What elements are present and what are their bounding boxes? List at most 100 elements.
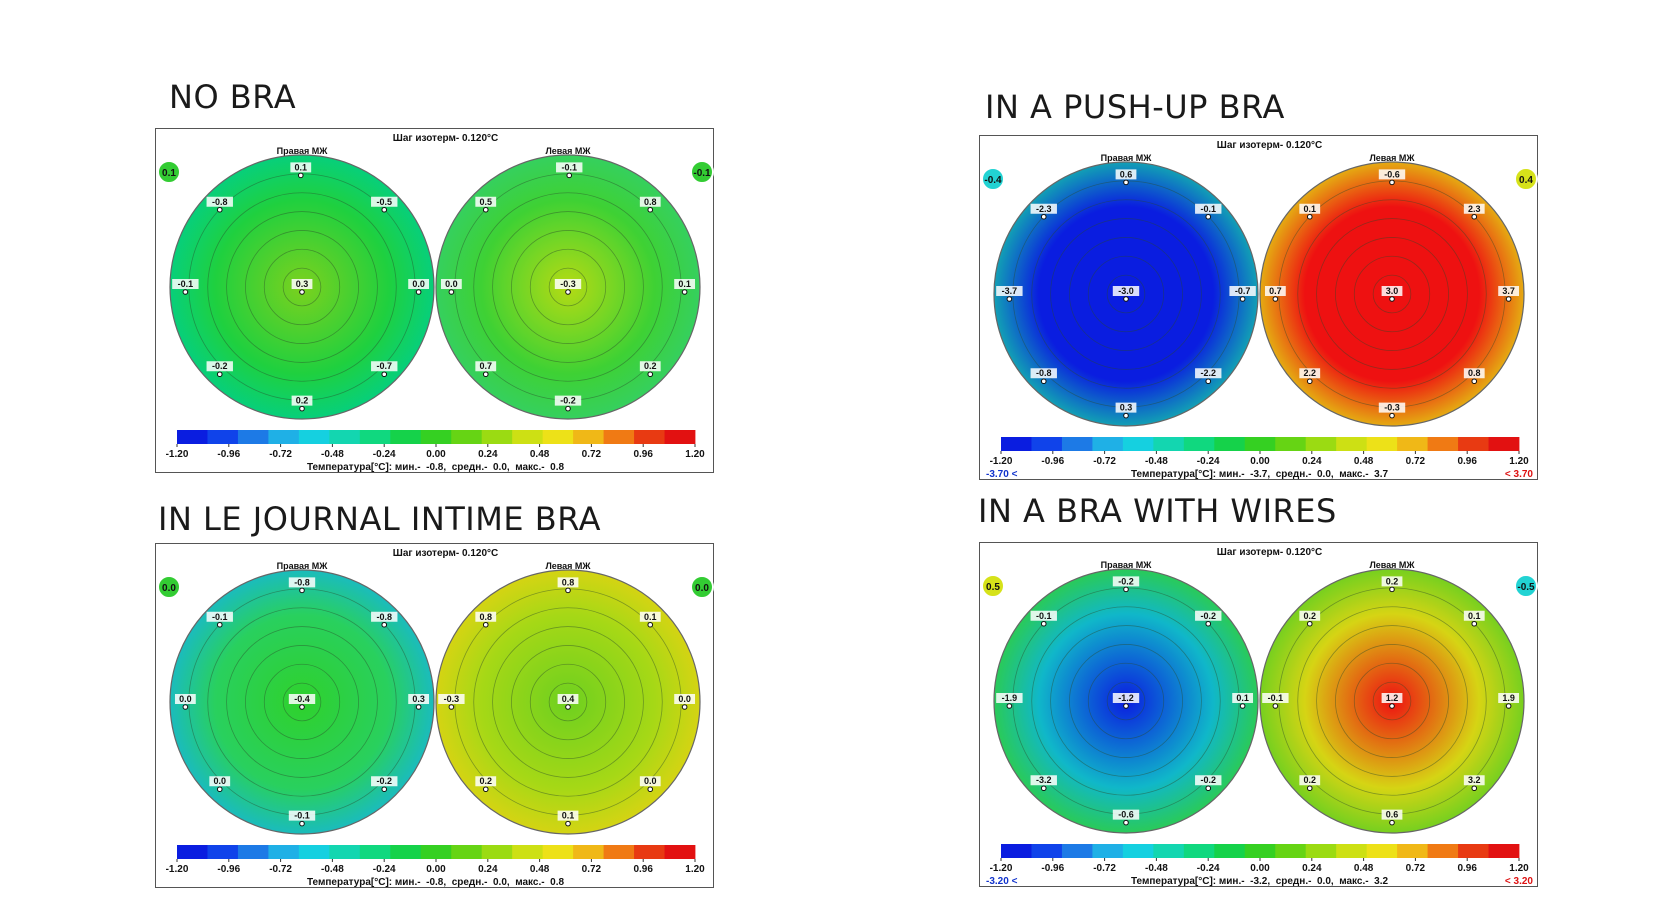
- measurement-value: -0.7: [376, 361, 392, 371]
- value-label-bg: [996, 693, 1023, 703]
- thermogram-panel-bra-with-wires: Шаг изотерм- 0.120°C Правая МЖ Левая МЖ -0.…: [979, 542, 1538, 887]
- value-label-bg: [1030, 203, 1057, 214]
- measurement-point: [681, 289, 688, 295]
- measurement-point: [1389, 412, 1395, 419]
- measurement-point: [1239, 296, 1246, 302]
- measurement-point: [1306, 213, 1313, 220]
- measurement-value: 0.2: [644, 361, 657, 371]
- heading-le-journal-intime-bra: IN LE JOURNAL INTIME BRA: [158, 500, 602, 538]
- measurement-point: [1006, 703, 1013, 709]
- value-label-bg: [1378, 169, 1406, 180]
- measurement-value: 0.1: [1468, 611, 1481, 621]
- measurement-value: -0.1: [212, 612, 228, 622]
- measurement-point: [1123, 703, 1129, 709]
- colorbar-segment: [177, 845, 208, 859]
- measurement-point: [565, 405, 571, 412]
- value-label-bg: [639, 196, 661, 207]
- value-label-bg: [1299, 610, 1321, 621]
- value-label-bg: [172, 279, 199, 289]
- value-label-bg: [1299, 775, 1321, 786]
- value-label-bg: [290, 162, 312, 173]
- measurement-value: -0.2: [376, 776, 392, 786]
- colorbar-segment: [542, 430, 574, 444]
- colorbar-segment: [1183, 437, 1215, 451]
- measurement-value: 0.7: [479, 361, 492, 371]
- value-label-bg: [1463, 610, 1485, 621]
- isotherm-contour: [529, 248, 607, 326]
- isotherm-contour: [529, 663, 607, 741]
- side-delta-value: 0.0: [162, 583, 176, 594]
- measurement-point: [482, 621, 489, 628]
- breast-outline: [993, 568, 1259, 834]
- value-label-bg: [206, 611, 233, 622]
- side-delta-value: 0.5: [986, 582, 1000, 593]
- value-label-bg: [475, 611, 497, 622]
- measurement-value: -0.2: [212, 361, 228, 371]
- measurement-value: 0.8: [562, 577, 575, 587]
- measurement-point: [1471, 785, 1478, 792]
- isotherm-contour: [1031, 606, 1221, 796]
- value-label-bg: [639, 611, 661, 622]
- measurement-point: [1389, 819, 1395, 826]
- isotherm-contour: [207, 607, 397, 797]
- measurement-value: -0.8: [212, 197, 228, 207]
- measurement-point: [1471, 378, 1478, 385]
- thermogram-chart: Шаг изотерм- 0.120°C Правая МЖ Левая МЖ -0.…: [157, 548, 714, 888]
- measurement-value: -0.2: [560, 396, 576, 406]
- breast-outline: [993, 161, 1259, 427]
- colorbar-tick-label: -0.48: [321, 449, 344, 460]
- range-low-label: -3.70 <: [986, 469, 1018, 480]
- value-label-bg: [1463, 775, 1485, 786]
- value-label-bg: [408, 279, 430, 289]
- isotherm-contour: [1372, 681, 1412, 721]
- isotherm-contour: [473, 607, 663, 797]
- left-breast-label: Левая МЖ: [545, 146, 591, 156]
- value-label-bg: [1381, 809, 1403, 820]
- measurement-point: [299, 587, 305, 594]
- value-label-bg: [371, 776, 398, 787]
- measurement-point: [1123, 586, 1129, 593]
- value-label-bg: [557, 694, 579, 704]
- breast-outline: [169, 154, 435, 420]
- temperature-summary: Температура[°C]: мин.- -3.7, средн.- 0.0…: [1131, 469, 1389, 480]
- measurement-point: [381, 621, 388, 628]
- isotherm-contour: [473, 192, 663, 382]
- value-label-bg: [1381, 286, 1403, 296]
- colorbar-segment: [1153, 437, 1185, 451]
- value-label-bg: [475, 196, 497, 207]
- colorbar-segment: [481, 845, 513, 859]
- colorbar-segment: [1061, 844, 1093, 858]
- measurement-point: [1389, 586, 1395, 593]
- colorbar-tick-label: -0.96: [1041, 863, 1064, 874]
- isotherm-contour: [282, 267, 322, 307]
- measurement-value: 0.3: [296, 279, 309, 289]
- colorbar-segment: [1336, 844, 1368, 858]
- isotherm-contour: [492, 211, 644, 363]
- value-label-bg: [1030, 368, 1057, 379]
- measurement-point: [299, 405, 305, 412]
- value-label-bg: [554, 395, 582, 406]
- isotherm-contour: [548, 682, 588, 722]
- measurement-point: [565, 289, 571, 295]
- measurement-point: [216, 371, 223, 378]
- colorbar-segment: [1061, 437, 1093, 451]
- colorbar-tick-label: 0.00: [426, 864, 446, 875]
- isotherm-contour: [1087, 255, 1165, 333]
- colorbar-tick-label: 1.20: [685, 449, 705, 460]
- measurement-value: 0.6: [1120, 169, 1133, 179]
- measurement-point: [1123, 179, 1129, 186]
- value-label-bg: [1498, 693, 1520, 703]
- value-label-bg: [371, 196, 398, 207]
- left-side-delta-badge: [690, 160, 714, 184]
- measurement-value: -0.1: [561, 162, 577, 172]
- colorbar-segment: [1122, 437, 1154, 451]
- value-label-bg: [1264, 286, 1286, 296]
- colorbar-segment: [451, 430, 483, 444]
- isotherm-contour: [1316, 218, 1468, 370]
- colorbar-segment: [1366, 844, 1398, 858]
- colorbar-segment: [1458, 437, 1489, 451]
- measurement-point: [381, 371, 388, 378]
- measurement-value: 0.1: [1236, 693, 1249, 703]
- value-label-bg: [1262, 693, 1289, 703]
- measurement-point: [448, 704, 455, 710]
